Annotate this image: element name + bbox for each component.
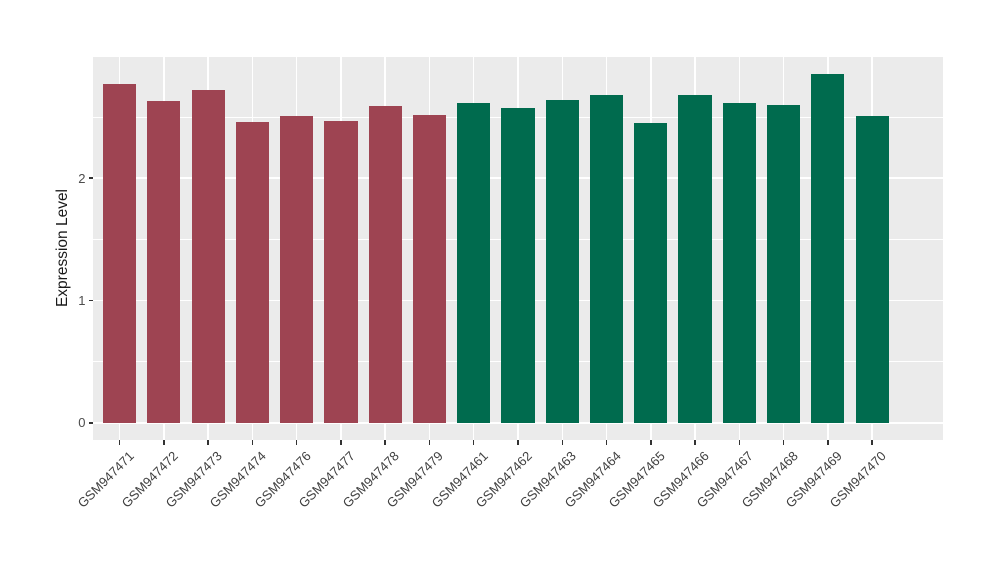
x-axis-tick (738, 440, 741, 445)
y-tick-label: 1 (78, 293, 86, 308)
x-axis-tick (428, 440, 431, 445)
x-axis-tick (340, 440, 342, 445)
x-axis-tick (207, 440, 209, 445)
bar (811, 74, 845, 423)
x-axis-tick (782, 440, 785, 445)
x-axis-tick (871, 440, 873, 445)
y-axis-tick (88, 177, 93, 179)
bar (545, 99, 579, 423)
x-axis-tick (694, 440, 696, 445)
bar (634, 123, 668, 423)
y-axis-tick (88, 422, 93, 424)
x-axis-tick (295, 440, 298, 445)
x-axis-tick (517, 440, 519, 445)
bar (102, 83, 137, 423)
bar (280, 115, 314, 423)
y-tick-label: 2 (78, 170, 86, 186)
bar (235, 121, 269, 423)
bar (191, 90, 225, 423)
x-axis-tick (384, 440, 386, 445)
x-axis-tick (605, 440, 608, 445)
bar (412, 114, 447, 423)
x-axis-tick (118, 440, 121, 445)
bar (855, 115, 889, 423)
bar (722, 103, 756, 423)
bar (589, 94, 624, 423)
bar (767, 104, 801, 423)
bar (368, 105, 402, 423)
bar (147, 101, 181, 423)
x-axis-tick (650, 440, 652, 445)
y-axis-tick (88, 299, 93, 302)
bar (457, 103, 491, 423)
x-axis-tick (251, 440, 254, 445)
bar (678, 94, 712, 423)
x-axis-tick (473, 440, 475, 445)
bar (501, 108, 535, 423)
bar (324, 120, 358, 423)
y-tick-label: 0 (78, 415, 86, 431)
x-axis-tick (827, 440, 829, 445)
x-axis-tick (561, 440, 563, 445)
x-axis-tick (163, 440, 165, 445)
